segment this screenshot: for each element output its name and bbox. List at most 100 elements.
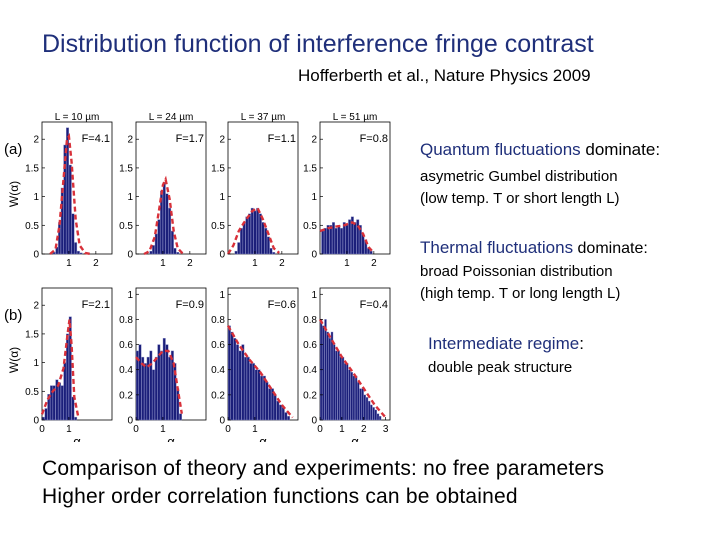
panel-8-f-label: F=0.4 [360, 299, 388, 311]
panel-8-bar [346, 363, 349, 421]
panel-3-title: L = 37 µm [241, 112, 286, 123]
panel-7-bar [284, 412, 288, 421]
panel-7-bar [235, 344, 239, 421]
note-thermal-head: Thermal fluctuations [420, 238, 574, 257]
panel-8-bar [365, 397, 369, 421]
panel-4-ytick-label: 0 [311, 250, 317, 261]
panel-2-xtick-label: 1 [160, 258, 166, 269]
panel-8-bar [328, 338, 331, 421]
panel-8-ytick-label: 0.2 [303, 390, 317, 401]
panel-2-bar [157, 219, 161, 255]
panel-6-xtick-label: 0 [133, 424, 139, 435]
panel-2-theory-curve [143, 175, 184, 256]
note-thermal-line-1: broad Poissonian distribution [420, 263, 613, 280]
panel-7-bar [233, 338, 237, 421]
panel-5-bar [44, 408, 48, 421]
panel-2-bar [176, 252, 180, 255]
panel-1-title: L = 10 µm [55, 112, 100, 123]
note-quantum: Quantum fluctuations dominate: asymetric… [420, 140, 660, 210]
panel-4-xtick-label: 2 [371, 258, 377, 269]
panel-4-xtick-label: 1 [344, 258, 350, 269]
panel-8-bar [374, 409, 377, 421]
panel-4-bar [334, 227, 338, 255]
panel-5-bar [60, 385, 64, 421]
panel-2-bar [162, 182, 166, 255]
panel-3-bar [234, 250, 238, 255]
panel-3-ytick-label: 2 [219, 135, 225, 146]
panel-1-xtick-label: 2 [93, 258, 99, 269]
panel-5-xlabel: α [73, 434, 81, 442]
histogram-figure: 0 0.5 1 1.5 2 1 2 L = 10 µm F=4.1 W(α) (a) 0 0.5 1 1.5… [4, 112, 391, 442]
panel-3-bar [245, 216, 249, 255]
panel-8-bar [372, 407, 375, 421]
panel-6-bar [170, 350, 174, 421]
panel-8-xtick-label: 1 [339, 424, 345, 435]
panel-5-panel-label: (b) [4, 307, 22, 324]
note-intermediate-line-1: double peak structure [428, 359, 573, 376]
panel-8-bar [354, 375, 358, 421]
bottom-text: Comparison of theory and experiments: no… [42, 455, 604, 511]
panel-6-bar [154, 356, 158, 421]
panel-5-bar [55, 379, 59, 421]
panel-7-bar [254, 369, 258, 421]
panel-1-ytick-label: 2 [33, 135, 39, 146]
panel-8-xlabel: α [351, 434, 359, 442]
panel-7-theory-curve [226, 325, 294, 419]
panel-2-f-label: F=1.7 [176, 133, 204, 145]
panel-8-ytick-label: 0.8 [303, 315, 317, 326]
note-intermediate-suffix: : [579, 334, 584, 353]
panel-5-bar [74, 416, 78, 421]
panel-1-bar [68, 164, 72, 255]
panel-5-xtick-label: 0 [39, 424, 45, 435]
panel-7-bar [227, 325, 231, 421]
panel-8-ytick-label: 1 [311, 290, 317, 301]
panel-5-xtick-label: 1 [66, 424, 72, 435]
panel-7-bar [249, 363, 253, 421]
panel-6-ytick-label: 0.6 [119, 340, 133, 351]
panel-7-bar [279, 404, 282, 421]
panel-5-bar [50, 385, 53, 421]
panel-3-bar [269, 248, 273, 255]
panel-8-bar [370, 404, 373, 421]
panel-7-bar [241, 344, 245, 421]
panel-8-bar [368, 400, 371, 421]
panel-2-bar [149, 250, 153, 255]
panel-7-bar [244, 356, 248, 421]
panel-4-bar [369, 250, 373, 255]
panel-8-bar [337, 350, 340, 421]
panel-8-bar [335, 350, 338, 421]
panel-2-xtick-label: 2 [187, 258, 193, 269]
panel-7-bar [262, 375, 266, 421]
panel-6-bar [152, 369, 156, 421]
panel-6-xtick-label: 1 [160, 424, 166, 435]
panel-8-bar [359, 388, 362, 421]
panel-4-ytick-label: 0.5 [303, 221, 317, 232]
panel-8-bar [376, 413, 380, 421]
panel-8-bar [361, 388, 364, 421]
panel-5-ytick-label: 1 [33, 358, 39, 369]
panel-1-ytick-label: 1.5 [25, 163, 39, 174]
panel-8-bar [322, 325, 325, 421]
panel-7-ytick-label: 0.6 [211, 340, 225, 351]
panel-5-bar [63, 362, 67, 421]
panel-3-xtick-label: 2 [279, 258, 285, 269]
panel-2-bar [170, 230, 174, 255]
panel-1-bar [74, 242, 78, 255]
panel-1-theory-curve [49, 132, 91, 256]
panel-7-bar [230, 331, 234, 421]
panel-4-title: L = 51 µm [333, 112, 378, 123]
panel-2-ytick-label: 0 [127, 250, 133, 261]
panel-4-bar [326, 225, 330, 255]
panel-6-ytick-label: 0.8 [119, 315, 133, 326]
panel-8-bar [339, 356, 342, 421]
note-intermediate-head: Intermediate regime [428, 334, 580, 353]
panel-8-bar [326, 331, 329, 421]
panel-8-bar [348, 369, 351, 421]
panel-1-bar [63, 144, 67, 255]
note-intermediate: Intermediate regime: double peak structu… [428, 334, 584, 379]
panel-7-bar [265, 382, 269, 421]
panel-5-theory-curve [40, 319, 80, 418]
panel-5-bar [68, 316, 72, 421]
panel-3-bar [261, 222, 265, 255]
panel-8-bar [341, 356, 345, 421]
